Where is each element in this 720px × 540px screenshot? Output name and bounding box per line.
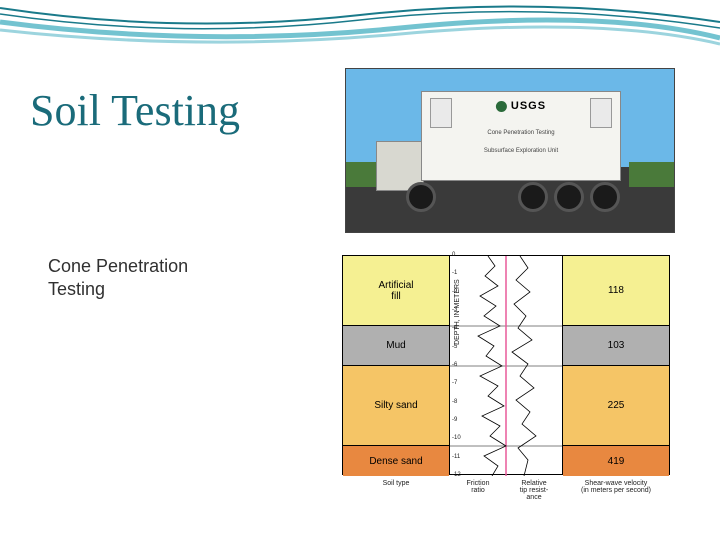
soil-diagram: Artificial fillMudSilty sandDense sand 0…	[342, 255, 692, 515]
soil-type-column: Artificial fillMudSilty sandDense sand	[342, 255, 450, 475]
soil-layer: Silty sand	[343, 366, 449, 446]
soil-layer: Artificial fill	[343, 256, 449, 326]
velocity-layer: 118	[563, 256, 669, 326]
depth-tick: -10	[452, 435, 461, 441]
slide-wave-decoration	[0, 0, 720, 60]
depth-tick: -12	[452, 472, 461, 478]
velocity-layer: 103	[563, 326, 669, 366]
usgs-truck-photo: USGS Cone Penetration Testing Subsurface…	[345, 68, 675, 233]
depth-tick: -11	[452, 454, 460, 460]
usgs-logo: USGS	[496, 100, 546, 112]
soil-layer: Dense sand	[343, 446, 449, 476]
col1-label: Soil type	[342, 480, 450, 487]
subtitle-line1: Cone Penetration	[48, 256, 188, 276]
depth-tick: 0	[452, 252, 455, 258]
subtitle-line2: Testing	[48, 279, 105, 299]
truck-box: USGS Cone Penetration Testing Subsurface…	[421, 91, 621, 181]
velocity-layer: 419	[563, 446, 669, 476]
col2-label: Frictionratio	[450, 480, 506, 494]
soil-layer: Mud	[343, 326, 449, 366]
velocity-layer: 225	[563, 366, 669, 446]
truck-label-1: Cone Penetration Testing	[487, 130, 554, 136]
col4-label: Shear-wave velocity(in meters per second…	[562, 480, 670, 494]
depth-tick: -7	[452, 380, 457, 386]
velocity-column: 118103225419	[562, 255, 670, 475]
cpt-chart: 0-1-2-3-4-5-6-7-8-9-10-11-12	[450, 255, 562, 475]
truck-label-2: Subsurface Exploration Unit	[484, 148, 558, 154]
depth-tick: -1	[452, 270, 457, 276]
depth-tick: -8	[452, 399, 457, 405]
slide-title: Soil Testing	[30, 85, 240, 136]
depth-axis-label: DEPTH, IN METERS	[454, 279, 461, 345]
depth-tick: -6	[452, 362, 457, 368]
col3-label: Relativetip resist-ance	[506, 480, 562, 501]
slide-subtitle: Cone Penetration Testing	[48, 255, 188, 302]
depth-tick: -9	[452, 417, 457, 423]
